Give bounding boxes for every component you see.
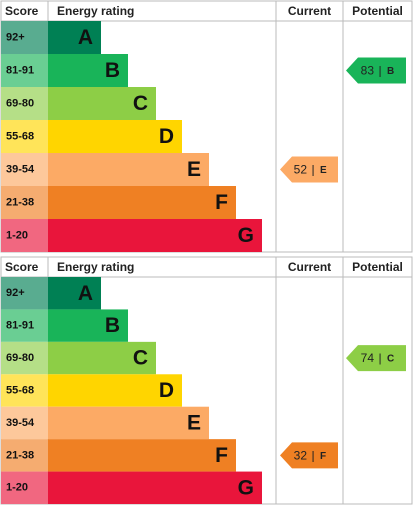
- header-current: Current: [288, 4, 331, 18]
- rating-letter: G: [238, 476, 254, 499]
- rating-letter: D: [159, 125, 174, 148]
- rating-letter: D: [159, 379, 174, 402]
- score-label: 21-38: [6, 449, 34, 461]
- current-arrow: [280, 156, 338, 183]
- potential-arrow: [346, 57, 406, 84]
- potential-band: B: [387, 66, 394, 77]
- score-cell: [1, 341, 48, 375]
- header-score: Score: [5, 260, 39, 274]
- score-label: 81-91: [6, 64, 34, 76]
- score-label: 92+: [6, 287, 25, 299]
- rating-bar: [48, 309, 128, 342]
- rating-bar: [48, 54, 128, 87]
- score-label: 69-80: [6, 97, 34, 109]
- potential-arrow: [346, 345, 406, 372]
- current-separator: |: [311, 163, 314, 177]
- score-label: 55-68: [6, 130, 34, 142]
- score-label: 55-68: [6, 384, 34, 396]
- header-rating: Energy rating: [57, 260, 134, 274]
- score-label: 1-20: [6, 482, 28, 494]
- potential-separator: |: [378, 64, 381, 78]
- score-cell: [1, 21, 48, 54]
- score-cell: [1, 219, 48, 252]
- rating-letter: E: [187, 411, 201, 434]
- rating-bar: [48, 277, 101, 310]
- score-label: 21-38: [6, 196, 34, 208]
- rating-bar: [48, 21, 101, 54]
- rating-letter: A: [78, 282, 93, 305]
- rating-bar: [48, 153, 209, 186]
- current-separator: |: [311, 449, 314, 463]
- rating-letter: F: [215, 191, 228, 214]
- score-label: 69-80: [6, 352, 34, 364]
- current-score: 52: [294, 163, 308, 177]
- potential-band: C: [387, 354, 394, 365]
- potential-score: 74: [361, 351, 375, 365]
- rating-letter: C: [133, 92, 148, 115]
- rating-bar: [48, 87, 156, 120]
- score-cell: [1, 54, 48, 87]
- rating-bar: [48, 219, 262, 252]
- rating-letter: G: [238, 224, 254, 247]
- score-label: 81-91: [6, 320, 34, 332]
- rating-bar: [48, 186, 236, 219]
- score-cell: [1, 186, 48, 219]
- potential-score: 83: [361, 64, 375, 78]
- score-cell: [1, 406, 48, 440]
- header-rating: Energy rating: [57, 4, 134, 18]
- rating-letter: F: [215, 444, 228, 467]
- potential-separator: |: [378, 351, 381, 365]
- rating-bar: [48, 406, 209, 440]
- score-label: 39-54: [6, 417, 35, 429]
- score-cell: [1, 439, 48, 472]
- rating-bar: [48, 120, 182, 153]
- rating-letter: A: [78, 26, 93, 49]
- score-cell: [1, 87, 48, 120]
- header-current: Current: [288, 260, 331, 274]
- header-score: Score: [5, 4, 39, 18]
- rating-bar: [48, 341, 156, 375]
- header-potential: Potential: [352, 260, 403, 274]
- score-cell: [1, 374, 48, 407]
- current-band: F: [320, 451, 326, 462]
- current-band: E: [320, 165, 327, 176]
- rating-letter: B: [105, 59, 120, 82]
- rating-bar: [48, 439, 236, 472]
- header-potential: Potential: [352, 4, 403, 18]
- score-cell: [1, 309, 48, 342]
- score-label: 39-54: [6, 163, 35, 175]
- rating-letter: C: [133, 347, 148, 370]
- score-cell: [1, 120, 48, 153]
- score-label: 92+: [6, 31, 25, 43]
- score-cell: [1, 277, 48, 310]
- rating-letter: E: [187, 158, 201, 181]
- rating-letter: B: [105, 314, 120, 337]
- current-arrow: [280, 442, 338, 469]
- score-cell: [1, 471, 48, 504]
- score-cell: [1, 153, 48, 186]
- rating-bar: [48, 374, 182, 407]
- current-score: 32: [294, 449, 308, 463]
- score-label: 1-20: [6, 229, 28, 241]
- rating-bar: [48, 471, 262, 504]
